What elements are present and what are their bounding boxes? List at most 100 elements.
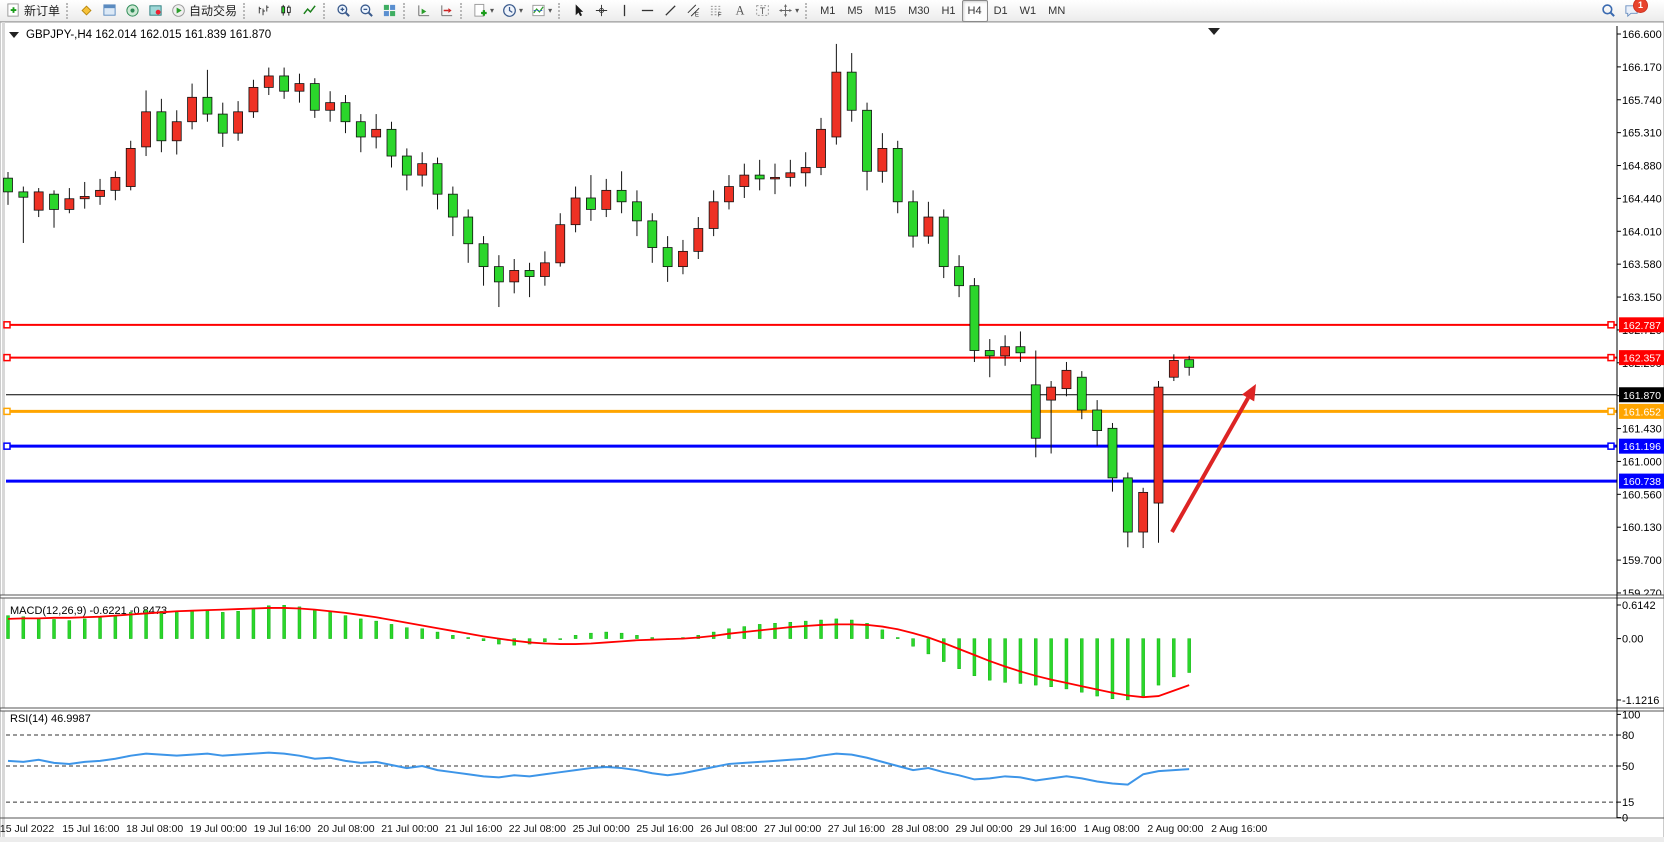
candle-body [325,102,336,111]
fibonacci-button[interactable]: F [705,0,728,22]
timeframe-m5-button[interactable]: M5 [847,4,863,17]
chart-menu-icon[interactable] [9,32,19,38]
toolbar-grip [805,2,812,19]
chart-canvas[interactable]: 166.600 166.170 165.740 165.310 164.880 164.4… [0,21,1664,842]
candle-body [724,186,734,203]
timeframe-d1-button[interactable]: D1 [993,4,1008,17]
shapes-icon [779,3,793,18]
tile-windows-icon [383,4,396,17]
chart-shift-marker[interactable] [1208,28,1220,35]
line-handle[interactable] [1607,353,1615,362]
time-axis-label: 2 Aug 16:00 [1211,823,1267,835]
toolbar-grip [558,2,565,19]
vertical-line-button[interactable] [613,0,636,22]
timeframe-h1-button[interactable]: H1 [941,4,956,17]
timeframe-h4-button[interactable]: H4 [961,0,988,22]
crosshair-button[interactable] [590,0,613,22]
line-handle[interactable] [3,407,11,416]
timeframe-m30-button[interactable]: M30 [908,4,930,17]
zoom-out-button[interactable] [355,0,378,22]
data-window-button[interactable] [98,0,121,22]
macd-histogram-bar [911,638,915,647]
trendline-button[interactable] [659,0,682,22]
terminal-button[interactable] [144,0,167,22]
rsi-axis-label: 0 [1622,813,1628,825]
line-chart-button[interactable] [298,0,321,22]
candle-body [386,128,397,157]
search-button[interactable] [1597,0,1620,22]
new-order-button-label: 新订单 [24,4,61,18]
candle-body [708,201,719,229]
rsi-line [7,751,1190,786]
macd-histogram-bar [803,620,808,639]
price-badge-label: 160.738 [1623,476,1661,488]
notifications-button[interactable]: 1 [1620,0,1658,22]
macd-histogram-bar [175,612,179,639]
tile-windows-button[interactable] [378,0,401,22]
line-handle[interactable] [1607,321,1615,329]
candle-body [125,148,136,187]
chart-shift-button[interactable] [435,0,458,22]
new-chart-button[interactable]: ▾ [469,0,498,22]
timeframe-m15-button[interactable]: M15 [874,4,897,17]
macd-histogram-bar [757,624,762,639]
pane-separator[interactable] [0,707,1664,712]
arrows-button[interactable]: ▾ [774,0,803,22]
candlestick-chart-button[interactable] [275,0,298,22]
macd-label: MACD(12,26,9) -0.6221 -0.8473 [10,605,167,617]
candle-body [1184,359,1195,368]
line-handle[interactable] [3,353,11,362]
candle-body [892,148,903,203]
toolbar-grip [403,2,410,19]
macd-axis-label: -1.1216 [1622,695,1659,707]
bottom-frame [0,837,1664,842]
macd-histogram-bar [1034,638,1038,686]
timeframe-w1-button[interactable]: W1 [1019,4,1037,17]
zoom-in-button[interactable] [332,0,355,22]
price-chart[interactable]: 166.600 166.170 165.740 165.310 164.880 164.4… [0,21,1664,842]
candle-body [18,191,29,198]
candle-body [678,250,688,268]
crosshair-icon [595,4,608,17]
macd-histogram-bar [405,627,409,639]
main-toolbar: 新订单 自动交易 ▾ ▾ ▾ E F A T ▾ M1 M5 M15 M30 H1 H4 D1 W1 MN 1 [0,0,1664,22]
templates-button[interactable]: ▾ [527,0,556,22]
candle-body [754,174,765,180]
pane-separator[interactable] [0,594,1664,599]
macd-histogram-bar [267,605,271,639]
trend-arrow-head[interactable] [1242,384,1256,402]
price-badge [1619,473,1664,489]
text-label-button[interactable]: T [751,0,774,22]
line-handle[interactable] [3,442,11,450]
candle-body [279,75,290,92]
equidistant-channel-button[interactable]: E [682,0,705,22]
candle-body [1061,369,1072,390]
rsi-axis-label: 50 [1622,761,1634,773]
price-badge [1619,403,1664,419]
navigator-button[interactable] [121,0,144,22]
cursor-button[interactable] [567,0,590,22]
market-watch-button[interactable] [75,0,98,22]
line-handle[interactable] [1607,407,1615,416]
candle-body [616,189,627,203]
trend-arrow[interactable] [1170,396,1250,533]
price-badge [1619,350,1664,366]
new-order-button[interactable]: 新订单 [2,0,64,22]
line-handle[interactable] [3,321,11,329]
line-handle[interactable] [1607,442,1615,450]
macd-axis-label: 0.6142 [1622,600,1656,612]
autotrading-button[interactable]: 自动交易 [167,0,241,22]
horizontal-line-button[interactable] [636,0,659,22]
macd-histogram-bar [573,635,578,639]
bar-chart-button[interactable] [252,0,275,22]
macd-histogram-bar [159,611,164,639]
svg-text:A: A [736,4,745,18]
periods-button[interactable]: ▾ [498,0,527,22]
autoscroll-button[interactable] [412,0,435,22]
macd-histogram-bar [343,615,348,639]
macd-histogram-bar [313,609,317,639]
timeframe-mn-button[interactable]: MN [1048,4,1066,17]
window-border [0,21,1664,842]
text-button[interactable]: A [728,0,751,22]
timeframe-m1-button[interactable]: M1 [820,4,836,17]
